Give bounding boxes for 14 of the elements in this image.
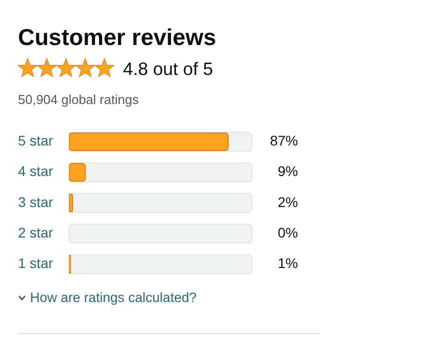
y-tick-label: 5 star <box>18 132 54 149</box>
data-label: 0% <box>278 224 298 240</box>
y-tick-label: 1 star <box>18 255 54 272</box>
text: How are ratings calculated? <box>30 290 197 305</box>
y-tick-label: 3 star <box>18 194 54 210</box>
text: 50,904 global ratings <box>18 92 139 107</box>
data-label: 9% <box>278 163 298 180</box>
data-label: 1% <box>278 255 298 272</box>
chart-title: Customer reviews <box>18 24 216 51</box>
data-label: 87% <box>270 132 298 149</box>
y-tick-label: 4 star <box>18 163 54 180</box>
chart-subtitle: 4.8 out of 5 <box>123 59 214 80</box>
y-tick-label: 2 star <box>18 224 54 240</box>
data-label: 2% <box>278 194 298 210</box>
